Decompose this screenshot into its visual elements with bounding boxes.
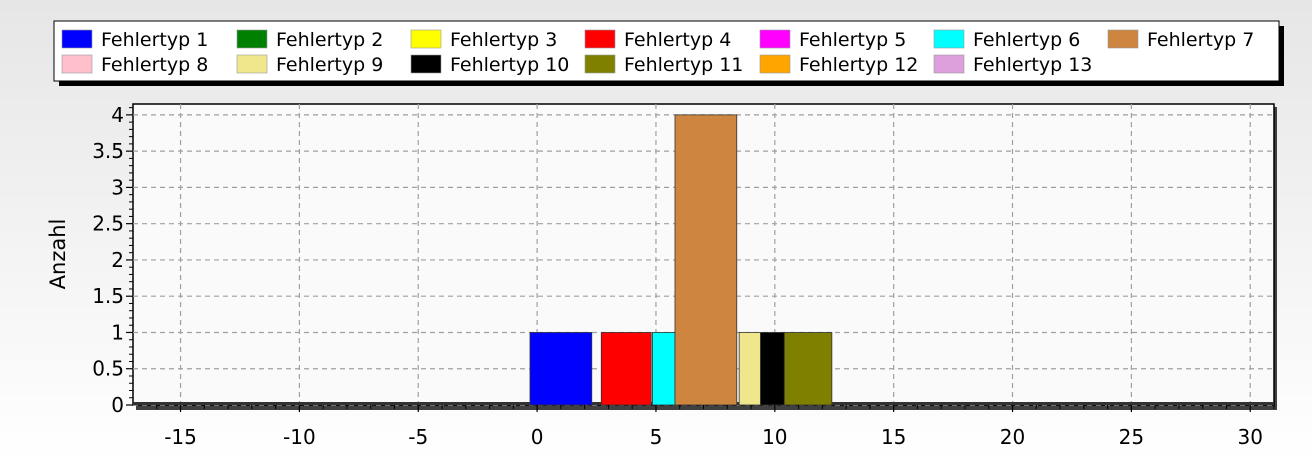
x-tick-label: -15 [164,425,197,449]
legend-label: Fehlertyp 10 [450,54,569,76]
y-tick-label: 3.5 [92,139,124,163]
y-tick-label: 2.5 [92,212,124,236]
legend-swatch [584,54,616,74]
x-tick-label: 20 [1000,425,1025,449]
legend-items: Fehlertyp 1 Fehlertyp 2 Fehlertyp 3 Fehlert… [61,29,1254,76]
legend-label: Fehlertyp 1 [101,29,208,51]
legend-label: Fehlertyp 5 [799,29,906,51]
legend-label: Fehlertyp 8 [101,54,208,76]
x-tick-label: 5 [650,425,663,449]
y-tick-label: 4 [111,103,124,127]
x-axis: -15 -10 -5 0 5 10 15 20 25 30 [156,405,1275,449]
legend-swatch [759,29,791,49]
y-tick-label: 2 [111,248,124,272]
legend-label: Fehlertyp 4 [624,29,731,51]
x-tick-label: 10 [762,425,787,449]
y-tick-label: 0.5 [92,357,124,381]
legend-swatch [933,54,965,74]
y-tick-label: 3 [111,175,124,199]
y-tick-label: 1 [111,320,124,344]
bar [760,332,785,406]
legend-label: Fehlertyp 12 [799,54,918,76]
legend-swatch [584,29,616,49]
legend-swatch [759,54,791,74]
legend-swatch [61,54,93,74]
legend-swatch [410,29,442,49]
bar [600,332,652,406]
legend: Fehlertyp 1 Fehlertyp 2 Fehlertyp 3 Fehlert… [53,20,1284,86]
legend-label: Fehlertyp 13 [973,54,1092,76]
x-tick-label: 15 [881,425,906,449]
plot: -15 -10 -5 0 5 10 15 20 25 30 0 0.5 1 1.5 2 2.5 3 3.5 4 [92,103,1277,449]
bars [133,114,1274,406]
legend-label: Fehlertyp 9 [276,54,383,76]
legend-label: Fehlertyp 2 [276,29,383,51]
y-tick-label: 1.5 [92,284,124,308]
x-tick-label: 0 [531,425,544,449]
legend-label: Fehlertyp 11 [624,54,743,76]
legend-label: Fehlertyp 7 [1147,29,1254,51]
bar [651,332,676,406]
bar [674,114,738,406]
legend-label: Fehlertyp 6 [973,29,1080,51]
bar [783,332,833,406]
legend-swatch [410,54,442,74]
y-axis-title: Anzahl [46,219,70,290]
legend-swatch [61,29,93,49]
x-tick-label: -10 [283,425,316,449]
x-tick-label: -5 [408,425,428,449]
x-tick-label: 25 [1119,425,1144,449]
legend-swatch [933,29,965,49]
legend-label: Fehlertyp 3 [450,29,557,51]
y-tick-label: 0 [111,393,124,417]
bar [529,332,593,406]
x-tick-label: 30 [1238,425,1263,449]
legend-swatch [236,54,268,74]
y-axis: 0 0.5 1 1.5 2 2.5 3 3.5 4 [92,103,133,417]
legend-swatch [236,29,268,49]
bar [738,332,761,406]
legend-swatch [1107,29,1139,49]
